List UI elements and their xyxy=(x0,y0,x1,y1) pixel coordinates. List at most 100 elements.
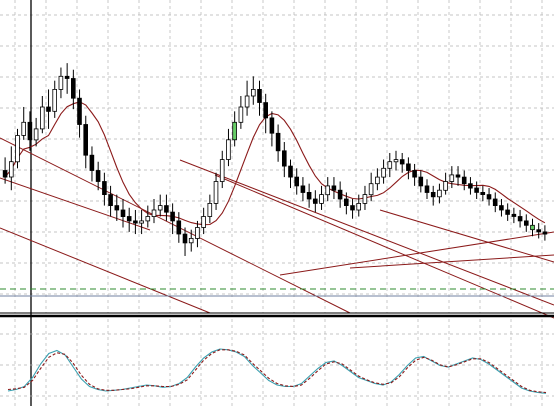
candle xyxy=(542,225,548,241)
candle xyxy=(275,124,281,162)
candle-body xyxy=(356,202,361,211)
candle xyxy=(188,229,194,252)
candle xyxy=(46,89,51,129)
candle xyxy=(281,142,287,178)
candle-body xyxy=(399,159,405,165)
candle-body xyxy=(201,216,206,228)
candle-body xyxy=(182,233,188,244)
candle-body xyxy=(492,198,498,206)
candle-body xyxy=(275,132,281,152)
candle-body xyxy=(406,163,411,171)
trend-channel-line xyxy=(0,227,211,314)
candle-body xyxy=(468,183,473,189)
candle-body xyxy=(207,202,213,217)
candle xyxy=(524,214,529,232)
candle xyxy=(95,161,101,191)
candle-body xyxy=(455,174,461,178)
candle-body xyxy=(164,205,169,213)
candle-body xyxy=(263,102,268,119)
candle xyxy=(71,69,76,110)
candle xyxy=(362,185,368,210)
candle xyxy=(157,194,163,217)
candle xyxy=(195,220,200,248)
candle xyxy=(114,194,120,221)
candle-body xyxy=(195,227,200,239)
candle xyxy=(8,146,14,191)
candle-body xyxy=(393,159,399,163)
candle xyxy=(269,111,275,147)
candle-body xyxy=(139,220,144,224)
candle-body xyxy=(474,187,479,193)
candle xyxy=(213,172,219,210)
candle xyxy=(257,80,262,116)
candle-body xyxy=(325,185,330,196)
candle xyxy=(437,183,442,204)
candle-body xyxy=(461,176,467,185)
candle-body xyxy=(319,194,324,204)
candle-body xyxy=(412,170,417,178)
candle xyxy=(219,150,225,189)
candle-body xyxy=(244,95,250,108)
candle-body xyxy=(530,224,535,231)
candle xyxy=(170,203,175,235)
candle-body xyxy=(151,209,157,217)
candle-body xyxy=(157,205,163,211)
candle xyxy=(139,209,144,235)
candle xyxy=(64,63,70,94)
candle xyxy=(455,166,461,186)
candle-body xyxy=(418,176,424,187)
candle-body xyxy=(238,106,244,123)
trend-channel-line xyxy=(0,137,351,314)
candle xyxy=(319,185,324,210)
trend-channel-line xyxy=(279,231,554,276)
candle xyxy=(306,183,312,208)
trend-channel-line xyxy=(0,177,151,231)
candle-body xyxy=(120,209,126,217)
candle-body xyxy=(437,189,442,198)
candle xyxy=(461,170,467,191)
candle xyxy=(238,96,244,129)
candle xyxy=(474,181,479,200)
candle-body xyxy=(102,181,107,196)
candle-body xyxy=(133,220,138,224)
candle-body xyxy=(517,216,523,222)
candle xyxy=(399,152,405,173)
candle xyxy=(530,218,535,237)
candle xyxy=(2,157,8,184)
candle-body xyxy=(294,176,299,187)
candle-body xyxy=(145,216,151,222)
candle xyxy=(33,117,39,147)
candle-body xyxy=(52,89,57,112)
candle-body xyxy=(499,205,504,211)
candle xyxy=(517,209,523,228)
candle xyxy=(480,185,486,202)
candle xyxy=(89,146,95,182)
oscillator-panel[interactable] xyxy=(0,319,554,406)
candle-body xyxy=(300,185,306,193)
candle xyxy=(505,203,510,221)
candle-body xyxy=(430,191,436,198)
candle-body xyxy=(257,89,262,103)
candle xyxy=(343,192,349,215)
candle-body xyxy=(331,185,337,191)
candle-body xyxy=(337,189,343,200)
candle-body xyxy=(27,121,33,141)
candle xyxy=(486,188,492,206)
candle xyxy=(83,115,89,169)
candle-body xyxy=(232,121,237,141)
candle-body xyxy=(288,165,293,178)
candle xyxy=(511,207,517,224)
candle-body xyxy=(40,106,45,130)
candle xyxy=(133,209,138,235)
candle xyxy=(27,111,33,151)
candle-body xyxy=(343,198,349,206)
candle xyxy=(350,199,355,219)
moving-average-line xyxy=(4,101,546,226)
candle xyxy=(300,177,306,202)
candle-body xyxy=(213,181,219,204)
candle xyxy=(331,177,337,200)
candle-body xyxy=(58,75,64,90)
candle-body xyxy=(424,185,430,193)
